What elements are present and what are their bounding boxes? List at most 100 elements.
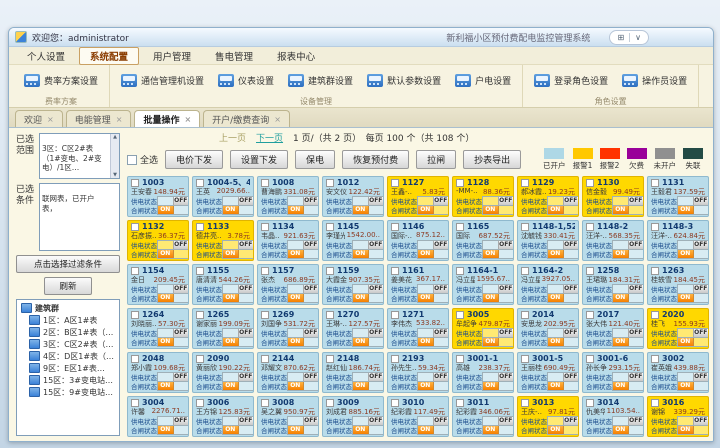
card-checkbox[interactable]: [261, 222, 269, 231]
toggle-empty-segment[interactable]: [678, 285, 693, 293]
selected-range-box[interactable]: 3区：C区2#表（1#变电、2#变电）/1区… ▲ ▼: [39, 133, 120, 179]
on-button[interactable]: ON: [288, 293, 304, 302]
action-button[interactable]: 抄表导出: [463, 150, 522, 169]
switch-toggle[interactable]: ON: [482, 380, 514, 391]
toggle-empty-segment[interactable]: [629, 382, 644, 390]
switch-toggle[interactable]: ON: [612, 380, 644, 391]
switch-toggle[interactable]: ON: [677, 204, 708, 215]
toggle-empty-segment[interactable]: [223, 329, 238, 337]
on-button[interactable]: ON: [353, 249, 369, 258]
card-checkbox[interactable]: [521, 178, 529, 187]
toggle-empty-segment[interactable]: [239, 294, 254, 302]
tab-item[interactable]: 欢迎 ×: [15, 110, 63, 127]
toggle-empty-segment[interactable]: [304, 426, 319, 434]
toggle-empty-segment[interactable]: [678, 197, 693, 205]
off-button[interactable]: OFF: [692, 416, 708, 425]
off-button[interactable]: OFF: [562, 328, 578, 337]
toggle-empty-segment[interactable]: [239, 206, 254, 214]
off-button[interactable]: OFF: [432, 416, 448, 425]
toggle-empty-segment[interactable]: [418, 373, 433, 381]
tab-close-icon[interactable]: ×: [115, 114, 123, 124]
on-button[interactable]: ON: [223, 205, 239, 214]
on-button[interactable]: ON: [548, 425, 564, 434]
toggle-empty-segment[interactable]: [694, 250, 709, 258]
menu-item[interactable]: 个人设置: [27, 51, 66, 63]
tab-close-icon[interactable]: ×: [274, 114, 281, 124]
off-button[interactable]: OFF: [432, 284, 448, 293]
toggle-empty-segment[interactable]: [369, 338, 384, 346]
skin-icon[interactable]: ⊞: [617, 32, 625, 42]
toggle-empty-segment[interactable]: [418, 197, 433, 205]
toggle-empty-segment[interactable]: [174, 338, 189, 346]
tab-close-icon[interactable]: ×: [47, 114, 54, 124]
menu-item[interactable]: 用户管理: [153, 51, 192, 63]
toggle-empty-segment[interactable]: [483, 329, 498, 337]
off-button[interactable]: OFF: [497, 196, 513, 205]
off-button[interactable]: OFF: [627, 416, 643, 425]
on-button[interactable]: ON: [288, 425, 304, 434]
toggle-empty-segment[interactable]: [174, 250, 189, 258]
off-button[interactable]: OFF: [562, 284, 578, 293]
on-button[interactable]: ON: [483, 205, 499, 214]
ribbon-button[interactable]: 费率方案设置: [17, 72, 105, 89]
tree-item[interactable]: 4区：D区1#表（1区…: [19, 350, 117, 362]
switch-toggle[interactable]: ON: [417, 204, 449, 215]
switch-toggle[interactable]: ON: [417, 292, 448, 303]
toggle-empty-segment[interactable]: [288, 241, 303, 249]
toggle-empty-segment[interactable]: [483, 197, 498, 205]
toggle-empty-segment[interactable]: [158, 241, 173, 249]
on-button[interactable]: ON: [353, 205, 369, 214]
toggle-empty-segment[interactable]: [694, 338, 709, 346]
toggle-empty-segment[interactable]: [613, 417, 628, 425]
ribbon-button[interactable]: 通信管理机设置: [114, 72, 211, 89]
on-button[interactable]: ON: [158, 293, 174, 302]
card-checkbox[interactable]: [586, 178, 594, 187]
on-button[interactable]: ON: [678, 337, 694, 346]
card-checkbox[interactable]: [456, 178, 464, 187]
card-checkbox[interactable]: [131, 266, 139, 275]
card-checkbox[interactable]: [326, 398, 334, 407]
tab-close-icon[interactable]: ×: [184, 114, 192, 124]
card-checkbox[interactable]: [131, 178, 139, 187]
toggle-empty-segment[interactable]: [223, 373, 238, 381]
on-button[interactable]: ON: [613, 293, 629, 302]
card-checkbox[interactable]: [651, 398, 659, 407]
toggle-empty-segment[interactable]: [353, 373, 368, 381]
switch-toggle[interactable]: ON: [547, 204, 578, 215]
card-checkbox[interactable]: [326, 222, 334, 231]
switch-toggle[interactable]: ON: [612, 204, 643, 215]
toggle-empty-segment[interactable]: [613, 241, 628, 249]
switch-toggle[interactable]: ON: [222, 380, 254, 391]
on-button[interactable]: ON: [613, 337, 629, 346]
toggle-empty-segment[interactable]: [434, 206, 449, 214]
card-checkbox[interactable]: [456, 354, 464, 363]
toggle-empty-segment[interactable]: [369, 250, 384, 258]
switch-toggle[interactable]: ON: [482, 248, 513, 259]
off-button[interactable]: OFF: [172, 372, 188, 381]
on-button[interactable]: ON: [548, 293, 564, 302]
off-button[interactable]: OFF: [432, 240, 448, 249]
off-button[interactable]: OFF: [172, 416, 188, 425]
toggle-empty-segment[interactable]: [239, 382, 254, 390]
action-button[interactable]: 拉闸: [416, 150, 457, 169]
card-checkbox[interactable]: [196, 222, 204, 231]
action-button[interactable]: 电价下发: [165, 150, 224, 169]
toggle-empty-segment[interactable]: [288, 329, 303, 337]
off-button[interactable]: OFF: [497, 284, 513, 293]
off-button[interactable]: OFF: [302, 240, 318, 249]
card-checkbox[interactable]: [391, 310, 399, 319]
switch-toggle[interactable]: ON: [677, 248, 709, 259]
toggle-empty-segment[interactable]: [613, 373, 628, 381]
switch-toggle[interactable]: ON: [612, 248, 643, 259]
toggle-empty-segment[interactable]: [499, 382, 514, 390]
ribbon-button[interactable]: 户电设置: [448, 72, 518, 89]
card-checkbox[interactable]: [586, 354, 594, 363]
toggle-empty-segment[interactable]: [548, 417, 563, 425]
on-button[interactable]: ON: [613, 249, 629, 258]
toggle-empty-segment[interactable]: [418, 285, 433, 293]
on-button[interactable]: ON: [288, 249, 304, 258]
toggle-empty-segment[interactable]: [483, 373, 498, 381]
toggle-empty-segment[interactable]: [174, 206, 189, 214]
switch-toggle[interactable]: ON: [677, 292, 708, 303]
off-button[interactable]: OFF: [692, 196, 708, 205]
